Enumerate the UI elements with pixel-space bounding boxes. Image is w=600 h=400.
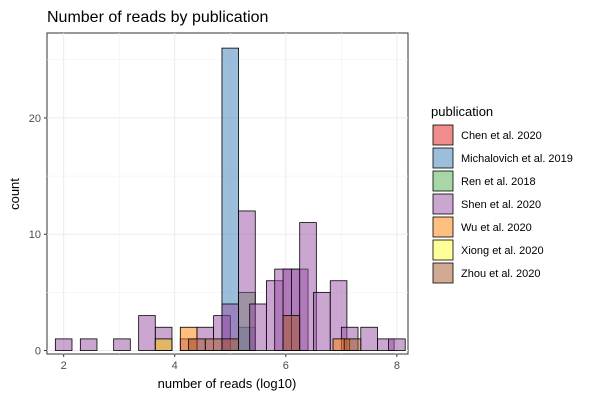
legend-key bbox=[432, 239, 454, 261]
histogram-bar bbox=[154, 338, 173, 351]
legend-label: Ren et al. 2018 bbox=[461, 176, 536, 188]
legend: publication Chen et al. 2020 Michalovich … bbox=[431, 104, 573, 284]
legend-key bbox=[432, 124, 454, 146]
histogram-bar bbox=[360, 326, 378, 351]
histogram-bar bbox=[343, 338, 362, 351]
histogram-bar bbox=[282, 315, 301, 351]
x-tick-label: 2 bbox=[61, 360, 67, 372]
histogram-bar bbox=[204, 338, 223, 351]
histogram-bar bbox=[388, 338, 406, 351]
legend-label: Wu et al. 2020 bbox=[461, 222, 532, 234]
x-axis-title: number of reads (log10) bbox=[158, 376, 297, 391]
legend-label: Michalovich et al. 2019 bbox=[461, 153, 573, 165]
legend-title: publication bbox=[431, 104, 493, 119]
histogram-bar bbox=[113, 338, 131, 351]
y-tick-label: 20 bbox=[29, 113, 41, 125]
legend-label: Zhou et al. 2020 bbox=[461, 268, 541, 280]
legend-key bbox=[432, 193, 454, 215]
histogram-bar bbox=[79, 338, 98, 351]
histogram-bar bbox=[188, 338, 206, 351]
histogram-bar bbox=[221, 338, 240, 351]
legend-key bbox=[432, 216, 454, 238]
x-tick-label: 4 bbox=[172, 360, 178, 372]
legend-label: Chen et al. 2020 bbox=[461, 130, 542, 142]
x-tick-label: 8 bbox=[394, 360, 400, 372]
histogram-bar bbox=[313, 291, 331, 351]
legend-label: Xiong et al. 2020 bbox=[461, 245, 544, 257]
x-axis: 2 4 6 8 bbox=[61, 354, 400, 372]
histogram-bar bbox=[249, 303, 267, 351]
y-axis: 0 10 20 bbox=[29, 113, 47, 358]
y-tick-label: 10 bbox=[29, 229, 41, 241]
legend-key bbox=[432, 147, 454, 169]
y-tick-label: 0 bbox=[35, 346, 41, 358]
legend-key bbox=[432, 170, 454, 192]
y-axis-title: count bbox=[7, 178, 22, 210]
bars-layer bbox=[54, 47, 406, 351]
histogram-bar bbox=[54, 338, 73, 351]
histogram-bar bbox=[299, 222, 317, 351]
chart-title: Number of reads by publication bbox=[47, 9, 268, 26]
x-tick-label: 6 bbox=[283, 360, 289, 372]
legend-label: Shen et al. 2020 bbox=[461, 199, 541, 211]
histogram-bar bbox=[138, 315, 156, 351]
legend-key bbox=[432, 262, 454, 284]
